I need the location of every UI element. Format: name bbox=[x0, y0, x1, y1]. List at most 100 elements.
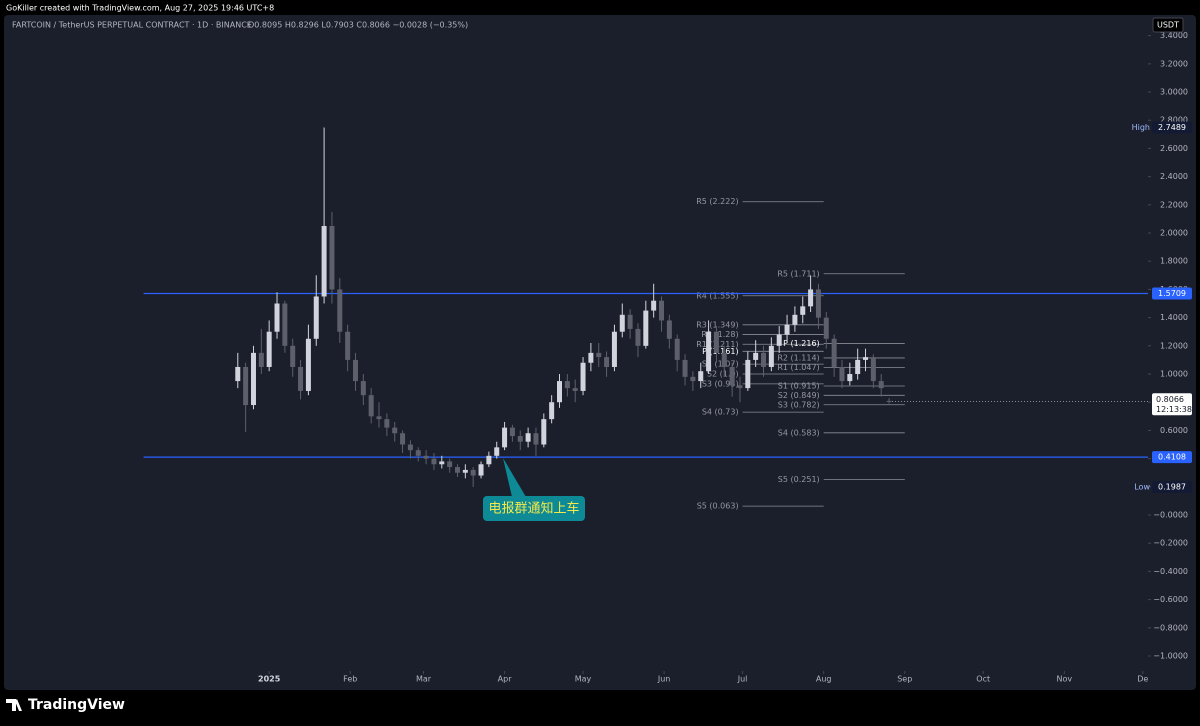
candle-body bbox=[839, 366, 845, 382]
candle-body bbox=[753, 352, 759, 360]
candle-body bbox=[792, 314, 798, 325]
candle-body bbox=[266, 331, 272, 367]
pivot-label: S1 (0.915) bbox=[778, 382, 820, 391]
candle-body bbox=[761, 352, 767, 367]
pivot-label: R2 (1.28) bbox=[701, 330, 738, 339]
y-tick-label: 1.2000 bbox=[1160, 341, 1188, 350]
y-tick-label: 2.4000 bbox=[1160, 172, 1188, 181]
y-tick-label: −1.0000 bbox=[1153, 652, 1188, 661]
candle-body bbox=[525, 433, 531, 442]
candle-body bbox=[855, 359, 861, 375]
candle-body bbox=[729, 366, 735, 386]
y-tick-label: −0.8000 bbox=[1153, 623, 1188, 632]
candle-body bbox=[706, 331, 712, 372]
candle-body bbox=[423, 455, 429, 459]
candle-body bbox=[502, 427, 508, 448]
pivot-label: P (1.216) bbox=[783, 339, 820, 348]
candle-body bbox=[659, 300, 665, 321]
candle-body bbox=[282, 303, 288, 346]
candle-body bbox=[368, 395, 374, 417]
price-badge-label: 0.4108 bbox=[1158, 453, 1186, 462]
candle-body bbox=[509, 427, 515, 437]
x-tick-label: De bbox=[1137, 675, 1148, 684]
candle-body bbox=[721, 352, 727, 367]
candle-body bbox=[698, 371, 704, 382]
x-tick-label: Nov bbox=[1056, 675, 1072, 684]
x-tick-label: 2025 bbox=[258, 675, 281, 684]
candle-body bbox=[454, 467, 460, 473]
candle-body bbox=[800, 306, 806, 315]
y-tick-label: 0.6000 bbox=[1160, 426, 1188, 435]
credit: GoKiller created with TradingView.com, A… bbox=[6, 4, 274, 13]
pivot-label: R5 (2.222) bbox=[696, 197, 738, 206]
candle-body bbox=[290, 345, 296, 367]
x-tick-label: Apr bbox=[498, 675, 513, 684]
candle-body bbox=[737, 385, 743, 389]
candle-body bbox=[878, 381, 884, 389]
candle-body bbox=[494, 447, 500, 456]
brand-logo bbox=[6, 699, 22, 711]
pivot-label: S1 (1.07) bbox=[702, 360, 739, 369]
candle-body bbox=[784, 324, 790, 335]
low-label: Low bbox=[1134, 483, 1150, 492]
candle-body bbox=[258, 352, 264, 367]
candle-body bbox=[863, 357, 869, 360]
pivot-label: S4 (0.583) bbox=[778, 428, 820, 437]
x-tick-label: Mar bbox=[416, 675, 432, 684]
high-label: High bbox=[1132, 123, 1150, 132]
candle-body bbox=[651, 300, 657, 311]
pivot-label: S3 (0.93) bbox=[702, 379, 739, 388]
candle-body bbox=[313, 296, 319, 339]
candle-body bbox=[815, 289, 821, 318]
y-tick-label: 2.8000 bbox=[1160, 116, 1188, 125]
candle-body bbox=[549, 402, 555, 420]
y-tick-label: −0.0000 bbox=[1153, 511, 1188, 520]
x-tick-label: Feb bbox=[343, 675, 357, 684]
high-badge bbox=[1152, 121, 1192, 134]
pivot-label: S4 (0.73) bbox=[702, 408, 739, 417]
pivot-label: R1 (1.047) bbox=[777, 363, 819, 372]
y-tick-label: 2.0000 bbox=[1160, 229, 1188, 238]
candle-body bbox=[329, 225, 335, 290]
candle-body bbox=[345, 331, 351, 360]
x-tick-label: Aug bbox=[816, 675, 832, 684]
annotation-pointer bbox=[503, 458, 526, 497]
y-tick-label: −0.6000 bbox=[1153, 595, 1188, 604]
y-tick-label: 1.4000 bbox=[1160, 313, 1188, 322]
candle-body bbox=[745, 359, 751, 389]
candle-body bbox=[556, 381, 562, 403]
chart-panel bbox=[4, 15, 1196, 690]
candle-body bbox=[713, 331, 719, 353]
candle-body bbox=[674, 338, 680, 360]
candle-body bbox=[611, 331, 617, 367]
candle-body bbox=[768, 345, 774, 367]
last-price-badge bbox=[1152, 393, 1192, 416]
candle-body bbox=[305, 338, 311, 391]
candle-body bbox=[337, 289, 343, 332]
y-tick-label: −0.4000 bbox=[1153, 567, 1188, 576]
candle-body bbox=[682, 359, 688, 377]
candle-body bbox=[321, 225, 327, 297]
x-tick-label: Jul bbox=[737, 675, 748, 684]
y-tick-label: 1.0000 bbox=[1160, 370, 1188, 379]
candle-body bbox=[486, 455, 492, 465]
plot: 3.4000 3.2000 3.0000 2.8000 2.6000 2.4000 2.20… bbox=[143, 17, 1192, 684]
symbol: FARTCOIN / TetherUS PERPETUAL CONTRACT ·… bbox=[12, 21, 252, 30]
y-tick-label: 2.2000 bbox=[1160, 200, 1188, 209]
pivot-label: R2 (1.114) bbox=[777, 353, 819, 362]
pivot-label: S2 (1.0) bbox=[707, 370, 739, 379]
y-tick-label: 3.0000 bbox=[1160, 88, 1188, 97]
candle-body bbox=[235, 366, 241, 382]
price-badge bbox=[1152, 287, 1192, 300]
candle-body bbox=[580, 362, 586, 391]
pivot-label: S2 (0.849) bbox=[778, 391, 820, 400]
y-tick-label: 1.8000 bbox=[1160, 257, 1188, 266]
pivot-label: R3 (1.349) bbox=[696, 320, 738, 329]
annotation-text: 电报群通知上车 bbox=[488, 501, 579, 517]
pivot-label: S5 (0.063) bbox=[697, 502, 739, 511]
candle-body bbox=[596, 352, 602, 358]
y-tick-label: 3.4000 bbox=[1160, 31, 1188, 40]
candle-body bbox=[400, 433, 406, 445]
x-tick-label: Jun bbox=[657, 675, 671, 684]
